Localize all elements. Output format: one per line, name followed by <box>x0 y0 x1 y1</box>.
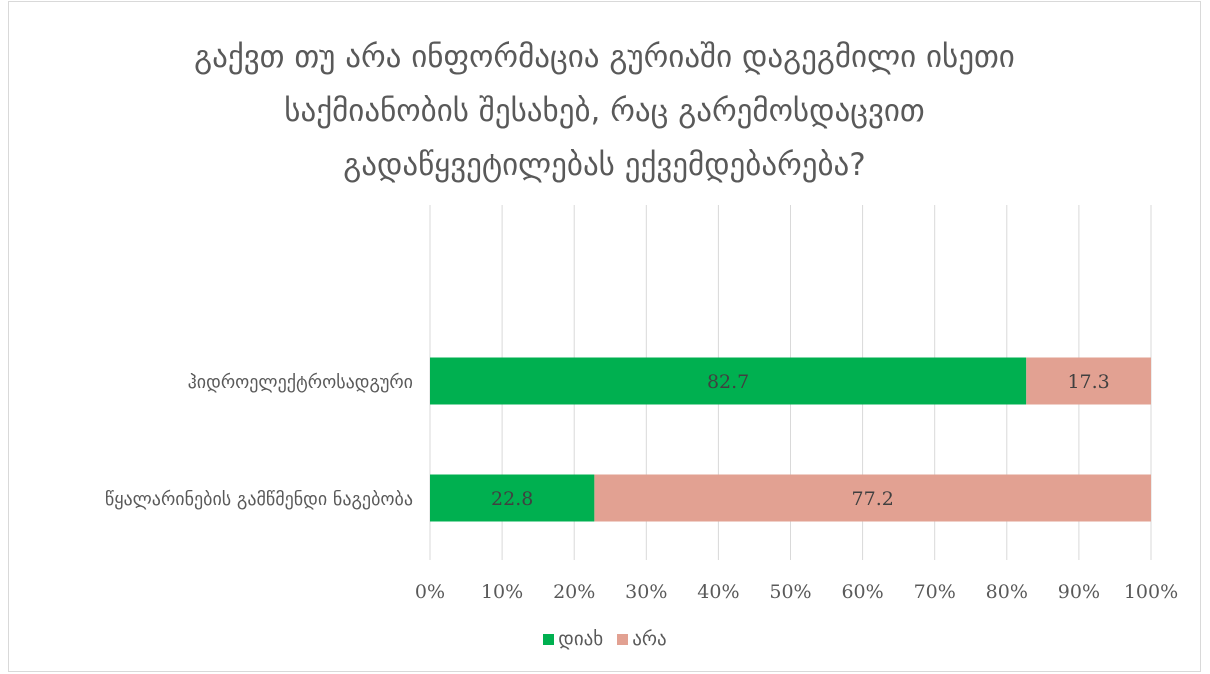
legend-label-no: არა <box>632 628 667 650</box>
chart-frame <box>8 1 1201 672</box>
x-tick-label: 30% <box>625 581 667 603</box>
data-label: 22.8 <box>491 488 533 510</box>
category-label: ჰიდროელექტროსადგური <box>188 372 413 393</box>
chart-title-line-3: გადაწყვეტილებას ექვემდებარება? <box>343 147 866 183</box>
bar-segment <box>430 474 595 522</box>
x-tick-label: 40% <box>697 581 739 603</box>
legend-swatch-yes <box>543 634 555 645</box>
chart-title: გაქვთ თუ არა ინფორმაცია გურიაში დაგეგმილ… <box>8 30 1201 192</box>
legend-label-yes: დიახ <box>558 628 604 650</box>
bar-segment <box>594 474 1151 522</box>
x-tick-label: 90% <box>1058 581 1100 603</box>
x-tick-label: 70% <box>914 581 956 603</box>
bar-segment <box>430 357 1027 405</box>
legend: დიახ არა <box>0 628 1210 650</box>
data-label: 77.2 <box>852 488 894 510</box>
x-tick-label: 80% <box>986 581 1028 603</box>
data-label: 17.3 <box>1067 371 1109 393</box>
category-label: წყალარინების გამწმენდი ნაგებობა <box>105 489 413 510</box>
chart-title-line-2: საქმიანობის შესახებ, რაც გარემოსდაცვით <box>284 93 925 129</box>
x-tick-label: 50% <box>769 581 811 603</box>
x-tick-label: 10% <box>481 581 523 603</box>
x-tick-label: 100% <box>1124 581 1178 603</box>
chart-title-line-1: გაქვთ თუ არა ინფორმაცია გურიაში დაგეგმილ… <box>194 39 1015 75</box>
legend-item-yes: დიახ <box>543 628 603 650</box>
bar-segment <box>1026 357 1151 405</box>
x-tick-label: 20% <box>553 581 595 603</box>
x-tick-label: 60% <box>841 581 883 603</box>
data-label: 82.7 <box>707 371 749 393</box>
x-tick-label: 0% <box>415 581 445 603</box>
legend-item-no: არა <box>617 628 667 650</box>
legend-swatch-no <box>617 634 629 645</box>
